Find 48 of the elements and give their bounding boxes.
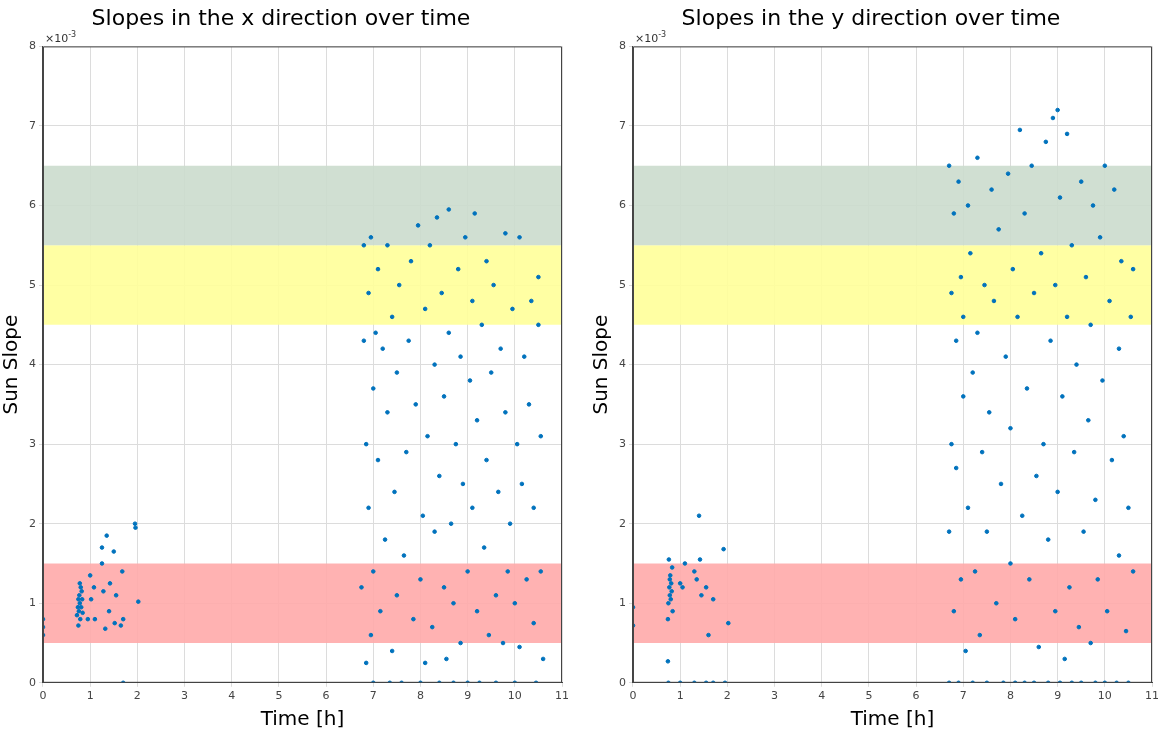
x-tick-label: 3 bbox=[181, 689, 189, 703]
x-tick-label: 1 bbox=[86, 689, 94, 703]
x-tick-label: 0 bbox=[629, 689, 637, 703]
y-tick-label: 0 bbox=[29, 675, 36, 689]
x-tick-label: 11 bbox=[1145, 689, 1159, 703]
x-tick-label: 4 bbox=[818, 689, 826, 703]
y-tick-label: 8 bbox=[619, 39, 626, 53]
y-tick-label: 4 bbox=[619, 357, 626, 371]
y-tick-label: 7 bbox=[29, 118, 36, 132]
x-tick-label: 5 bbox=[865, 689, 873, 703]
x-tick-label: 6 bbox=[912, 689, 920, 703]
x-tick-label: 7 bbox=[959, 689, 967, 703]
y-tick-label: 4 bbox=[29, 357, 36, 371]
y-axis-title: Sun Slope bbox=[588, 314, 613, 415]
y-tick-label: 5 bbox=[619, 277, 626, 291]
y-tick-label: 6 bbox=[619, 198, 626, 212]
x-tick-label: 7 bbox=[369, 689, 377, 703]
x-tick-label: 11 bbox=[555, 689, 569, 703]
x-tick-label: 10 bbox=[1097, 689, 1112, 703]
x-tick-label: 8 bbox=[1006, 689, 1014, 703]
chart-title: Slopes in the y direction over time bbox=[681, 4, 1061, 30]
y-tick-label: 2 bbox=[29, 516, 36, 530]
y-tick-label: 1 bbox=[619, 596, 626, 610]
x-axis-title: Time [h] bbox=[849, 706, 935, 731]
y-tick-label: 1 bbox=[29, 596, 36, 610]
y-tick-label: 7 bbox=[619, 118, 626, 132]
y-tick-label: 5 bbox=[29, 277, 36, 291]
x-tick-label: 2 bbox=[723, 689, 731, 703]
y-axis-title: Sun Slope bbox=[0, 314, 23, 415]
x-tick-label: 9 bbox=[1054, 689, 1062, 703]
y-tick-label: 3 bbox=[29, 437, 36, 451]
x-tick-label: 8 bbox=[416, 689, 424, 703]
x-axis-title: Time [h] bbox=[259, 706, 345, 731]
x-tick-label: 0 bbox=[39, 689, 47, 703]
y-tick-label: 2 bbox=[619, 516, 626, 530]
y-tick-label: 0 bbox=[619, 675, 626, 689]
x-tick-label: 10 bbox=[507, 689, 522, 703]
chart-title: Slopes in the x direction over time bbox=[91, 4, 471, 30]
x-tick-label: 3 bbox=[771, 689, 779, 703]
x-tick-label: 5 bbox=[275, 689, 283, 703]
x-tick-label: 4 bbox=[228, 689, 236, 703]
x-tick-label: 2 bbox=[133, 689, 141, 703]
y-tick-label: 8 bbox=[29, 39, 36, 53]
x-tick-label: 6 bbox=[322, 689, 330, 703]
y-tick-label: 6 bbox=[29, 198, 36, 212]
x-tick-label: 9 bbox=[464, 689, 472, 703]
x-tick-label: 1 bbox=[676, 689, 684, 703]
y-tick-label: 3 bbox=[619, 437, 626, 451]
